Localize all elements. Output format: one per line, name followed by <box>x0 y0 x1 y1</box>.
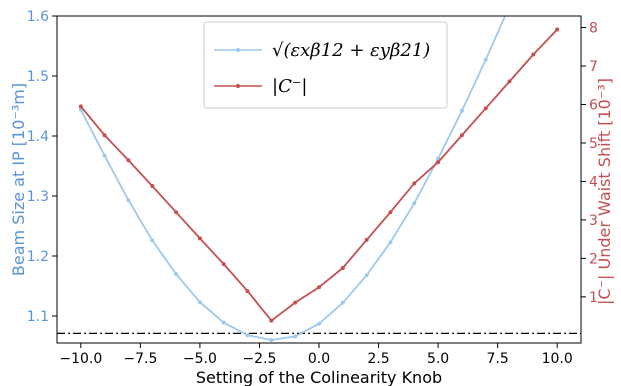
legend-marker-c-minus <box>236 84 240 88</box>
right-y-tick-label: 4 <box>589 174 598 190</box>
legend-label-beam-size: √(εxβ12 + εyβ21) <box>272 40 430 61</box>
data-point-beam-size <box>364 273 369 278</box>
left-y-tick-label: 1.6 <box>27 9 49 25</box>
data-point-beam-size <box>245 333 250 338</box>
data-point-c-minus <box>412 181 417 186</box>
data-point-c-minus <box>245 289 250 294</box>
data-point-beam-size <box>317 321 321 326</box>
data-point-beam-size <box>150 238 155 243</box>
right-y-tick-label: 3 <box>589 213 598 229</box>
x-tick-label: 7.5 <box>487 351 509 367</box>
data-point-c-minus <box>174 210 179 215</box>
left-y-tick-label: 1.5 <box>27 69 49 85</box>
x-tick-label: 5.0 <box>427 351 449 367</box>
data-point-c-minus <box>102 133 107 138</box>
x-axis-title: Setting of the Colinearity Knob <box>196 368 442 386</box>
data-point-c-minus <box>221 262 226 267</box>
x-tick-label: −7.5 <box>123 351 157 367</box>
data-point-c-minus <box>483 106 488 111</box>
x-tick-label: 2.5 <box>367 351 389 367</box>
data-point-c-minus <box>459 133 464 138</box>
data-point-beam-size <box>388 240 393 245</box>
x-tick-label: 10.0 <box>542 351 573 367</box>
right-axis-title: |C⁻| Under Waist Shift [10⁻³] <box>595 78 614 305</box>
data-point-c-minus <box>150 184 155 189</box>
x-tick-label: −10.0 <box>59 351 102 367</box>
data-point-beam-size <box>412 201 417 206</box>
x-axis-ticks: −10.0 −7.5 −5.0 −2.5 0.0 2.5 5.0 7.5 10.0 <box>59 343 573 367</box>
right-y-tick-label: 2 <box>589 251 598 267</box>
left-y-tick-label: 1.1 <box>27 309 49 325</box>
series-group <box>78 16 560 342</box>
right-y-tick-label: 5 <box>589 136 598 152</box>
data-point-beam-size <box>197 300 202 305</box>
data-point-beam-size <box>340 300 345 305</box>
data-point-c-minus <box>293 300 298 305</box>
x-tick-label: 0.0 <box>308 351 330 367</box>
legend-label-c-minus: |C⁻| <box>272 76 307 97</box>
legend-marker-beam-size <box>236 48 240 52</box>
data-point-c-minus <box>388 210 393 215</box>
right-y-tick-label: 7 <box>589 59 598 75</box>
data-point-beam-size <box>221 320 226 325</box>
right-y-tick-label: 8 <box>589 21 598 37</box>
data-point-c-minus <box>436 160 441 165</box>
legend-box <box>203 21 448 109</box>
left-y-tick-label: 1.2 <box>27 249 49 265</box>
data-point-c-minus <box>531 52 536 57</box>
left-y-tick-label: 1.4 <box>27 129 49 145</box>
left-axis-title: Beam Size at IP [10⁻³m] <box>9 83 28 276</box>
legend: √(εxβ12 + εyβ21) |C⁻| <box>203 21 448 109</box>
data-point-beam-size <box>102 153 107 158</box>
data-point-c-minus <box>78 104 83 109</box>
right-axis-ticks: 1 2 3 4 5 6 7 8 <box>581 21 598 306</box>
left-axis-ticks: 1.1 1.2 1.3 1.4 1.5 1.6 <box>27 9 57 325</box>
data-point-beam-size <box>269 338 274 342</box>
data-point-c-minus <box>317 285 321 290</box>
data-point-c-minus <box>269 318 274 323</box>
data-point-c-minus <box>555 27 560 32</box>
left-y-tick-label: 1.3 <box>27 189 49 205</box>
data-point-beam-size <box>483 57 488 62</box>
right-y-tick-label: 6 <box>589 97 598 113</box>
data-point-beam-size <box>174 272 179 276</box>
data-point-beam-size <box>459 108 464 113</box>
data-point-beam-size <box>126 198 131 203</box>
x-tick-label: −2.5 <box>242 351 276 367</box>
data-point-c-minus <box>126 158 131 163</box>
x-tick-label: −5.0 <box>183 351 217 367</box>
right-y-tick-label: 1 <box>589 290 598 306</box>
data-point-c-minus <box>507 79 512 84</box>
data-point-c-minus <box>364 237 369 242</box>
data-point-c-minus <box>197 236 202 241</box>
data-point-c-minus <box>340 265 345 270</box>
data-point-beam-size <box>293 334 298 339</box>
